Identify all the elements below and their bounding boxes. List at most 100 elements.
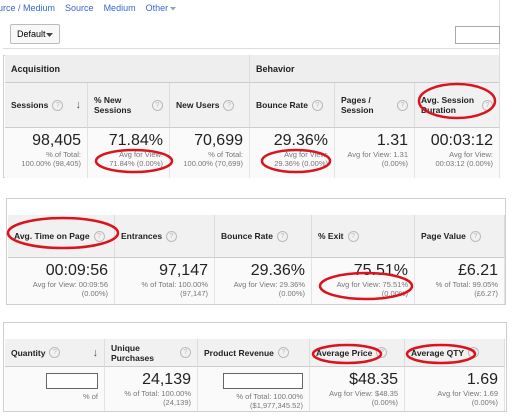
nav-tab[interactable]: Other xyxy=(145,3,169,13)
metric-subtext: Avg for View: xyxy=(284,150,328,159)
metric-subtext: Avg for View: $48.35 xyxy=(329,389,398,398)
metric-subtext: 00:03:12 (0.00%) xyxy=(435,159,493,168)
column-header[interactable]: Avg. Session Duration? xyxy=(415,83,500,128)
data-cell: 00:03:12 Avg for View: 00:03:12 (0.00%) xyxy=(415,128,500,178)
nav-tab[interactable]: urce / Medium xyxy=(0,3,56,13)
header-label: % Exit xyxy=(318,231,344,241)
sort-arrow: ↓ xyxy=(92,346,99,359)
metric-subtext: 100.00% (98,405) xyxy=(21,159,81,168)
metric-value: 71.84% xyxy=(108,132,163,149)
header-label: Avg. Session Duration xyxy=(421,95,475,115)
data-cell: % of xyxy=(5,367,105,411)
header-label: New Users xyxy=(176,100,220,110)
metric-value: 70,699 xyxy=(194,132,243,149)
help-icon: ? xyxy=(152,99,163,111)
help-icon: ? xyxy=(52,99,64,111)
metric-subtext: (0.00%) xyxy=(471,398,498,407)
column-header[interactable]: % Exit? xyxy=(312,215,415,258)
data-cell: 98,405% of Total: 100.00% (98,405) xyxy=(5,128,88,178)
metric-value: 00:03:12 xyxy=(430,132,493,149)
metric-subtext: 29.36% (0.00%) xyxy=(274,159,328,168)
column-header[interactable]: Page Value? xyxy=(415,215,505,258)
help-icon: ? xyxy=(397,99,408,111)
metric-subtext: ($1,977,345.52) xyxy=(250,401,303,410)
metric-subtext: (24,139) xyxy=(163,398,191,407)
column-header[interactable]: Bounce Rate? xyxy=(250,83,335,128)
metric-subtext: Avg for View: xyxy=(119,150,163,159)
metric-subtext: 100.00% (70,699) xyxy=(183,159,243,168)
metric-subtext: % of Total: xyxy=(208,150,243,159)
metric-subtext: 71.84% (0.00%) xyxy=(109,159,163,168)
metric-subtext: (0.00%) xyxy=(371,398,398,407)
header-label: Quantity xyxy=(11,347,46,358)
data-cell: 75.51% Avg for View: 75.51% (0.00%) xyxy=(312,258,415,304)
redacted-value xyxy=(46,373,98,389)
metric-subtext: % of xyxy=(82,392,98,401)
metric-subtext: (0.00%) xyxy=(278,289,305,298)
data-cell: 00:09:56 Avg for View: 00:09:56 (0.00%) xyxy=(8,258,115,304)
metric-value: 29.36% xyxy=(250,262,305,279)
column-header[interactable]: Sessions? ↓ xyxy=(5,83,88,128)
sort-arrow: ↓ xyxy=(75,99,82,111)
help-icon: ? xyxy=(347,230,359,242)
view-dropdown[interactable]: Default xyxy=(10,24,60,44)
metric-value: 97,147 xyxy=(159,262,208,279)
data-cell: 1.31 Avg for View: 1.31 (0.00%) xyxy=(335,128,415,178)
column-header[interactable]: Product Revenue? xyxy=(198,339,310,367)
column-header[interactable]: Pages / Session? xyxy=(335,83,415,128)
metric-subtext: % of Total: 100.00% xyxy=(141,280,208,289)
metric-subtext: % of Total: xyxy=(46,150,81,159)
caret xyxy=(46,33,53,37)
header-label: Pages / Session xyxy=(341,95,374,115)
data-cell: 1.69 Avg for View: 1.69 (0.00%) xyxy=(405,367,505,411)
metric-value: £6.21 xyxy=(457,262,498,279)
header-label: Entrances xyxy=(121,231,163,241)
column-header[interactable]: % New Sessions? xyxy=(88,83,170,128)
header-label: Page Value xyxy=(421,231,466,241)
metric-value: 00:09:56 xyxy=(45,262,108,279)
column-header[interactable]: Average Price? xyxy=(310,339,405,367)
header-label: Sessions xyxy=(11,100,49,110)
column-header[interactable]: New Users? xyxy=(170,83,250,128)
help-icon: ? xyxy=(482,99,493,111)
nav-tab[interactable]: Medium xyxy=(103,3,136,13)
data-cell: 97,147% of Total: 100.00% (97,147) xyxy=(115,258,215,304)
search-box[interactable] xyxy=(455,26,500,44)
column-header[interactable]: Quantity? ↓ xyxy=(5,339,105,367)
help-icon: ? xyxy=(166,230,178,242)
header-label: Bounce Rate xyxy=(256,100,308,110)
help-icon: ? xyxy=(180,347,191,358)
help-icon: ? xyxy=(93,230,105,242)
help-icon: ? xyxy=(468,347,480,358)
data-cell: £6.21% of Total: 99.05% (£6.27) xyxy=(415,258,505,304)
column-header[interactable]: Avg. Time on Page? xyxy=(8,215,115,258)
metric-subtext: % of Total: 99.05% xyxy=(435,280,498,289)
nav-tab[interactable]: Source xyxy=(65,3,94,13)
metric-subtext: (0.00%) xyxy=(381,289,408,298)
metric-subtext: Avg for View: 1.69 xyxy=(437,389,498,398)
metric-subtext: Avg for View: 00:09:56 xyxy=(32,280,108,289)
data-cell: 71.84% Avg for View: 71.84% (0.00%) xyxy=(88,128,170,178)
caret xyxy=(170,7,177,11)
column-header[interactable]: Bounce Rate? xyxy=(215,215,312,258)
metric-subtext: Avg for View: xyxy=(449,150,493,159)
redacted-value xyxy=(223,373,303,389)
metric-value: 1.69 xyxy=(466,371,498,388)
column-header[interactable]: Average QTY? xyxy=(405,339,505,367)
help-icon: ? xyxy=(276,230,288,242)
metric-subtext: (0.00%) xyxy=(381,159,408,168)
header-label: % New Sessions xyxy=(94,95,132,115)
metric-subtext: (97,147) xyxy=(180,289,208,298)
column-header[interactable]: Unique Purchases? xyxy=(105,339,198,367)
column-header[interactable]: Entrances? xyxy=(115,215,215,258)
header-label: Average QTY xyxy=(411,347,465,358)
header-label: Unique Purchases xyxy=(111,342,154,363)
metric-subtext: (0.00%) xyxy=(81,289,108,298)
data-cell: 29.36% Avg for View: 29.36% (0.00%) xyxy=(250,128,335,178)
panel-top xyxy=(3,322,507,339)
help-icon: ? xyxy=(311,99,323,111)
metric-subtext: Avg for View: 75.51% xyxy=(336,280,408,289)
header-label: Average Price xyxy=(316,347,373,358)
data-cell: 29.36% Avg for View: 29.36% (0.00%) xyxy=(215,258,312,304)
header-label: Avg. Time on Page xyxy=(14,231,90,241)
